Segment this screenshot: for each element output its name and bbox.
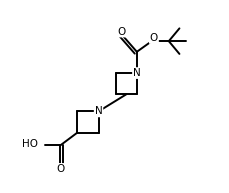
Text: HO: HO: [22, 139, 38, 149]
Text: O: O: [118, 27, 126, 36]
Text: O: O: [150, 33, 158, 43]
Text: O: O: [56, 164, 64, 174]
Text: N: N: [133, 68, 141, 78]
Text: N: N: [95, 106, 102, 116]
